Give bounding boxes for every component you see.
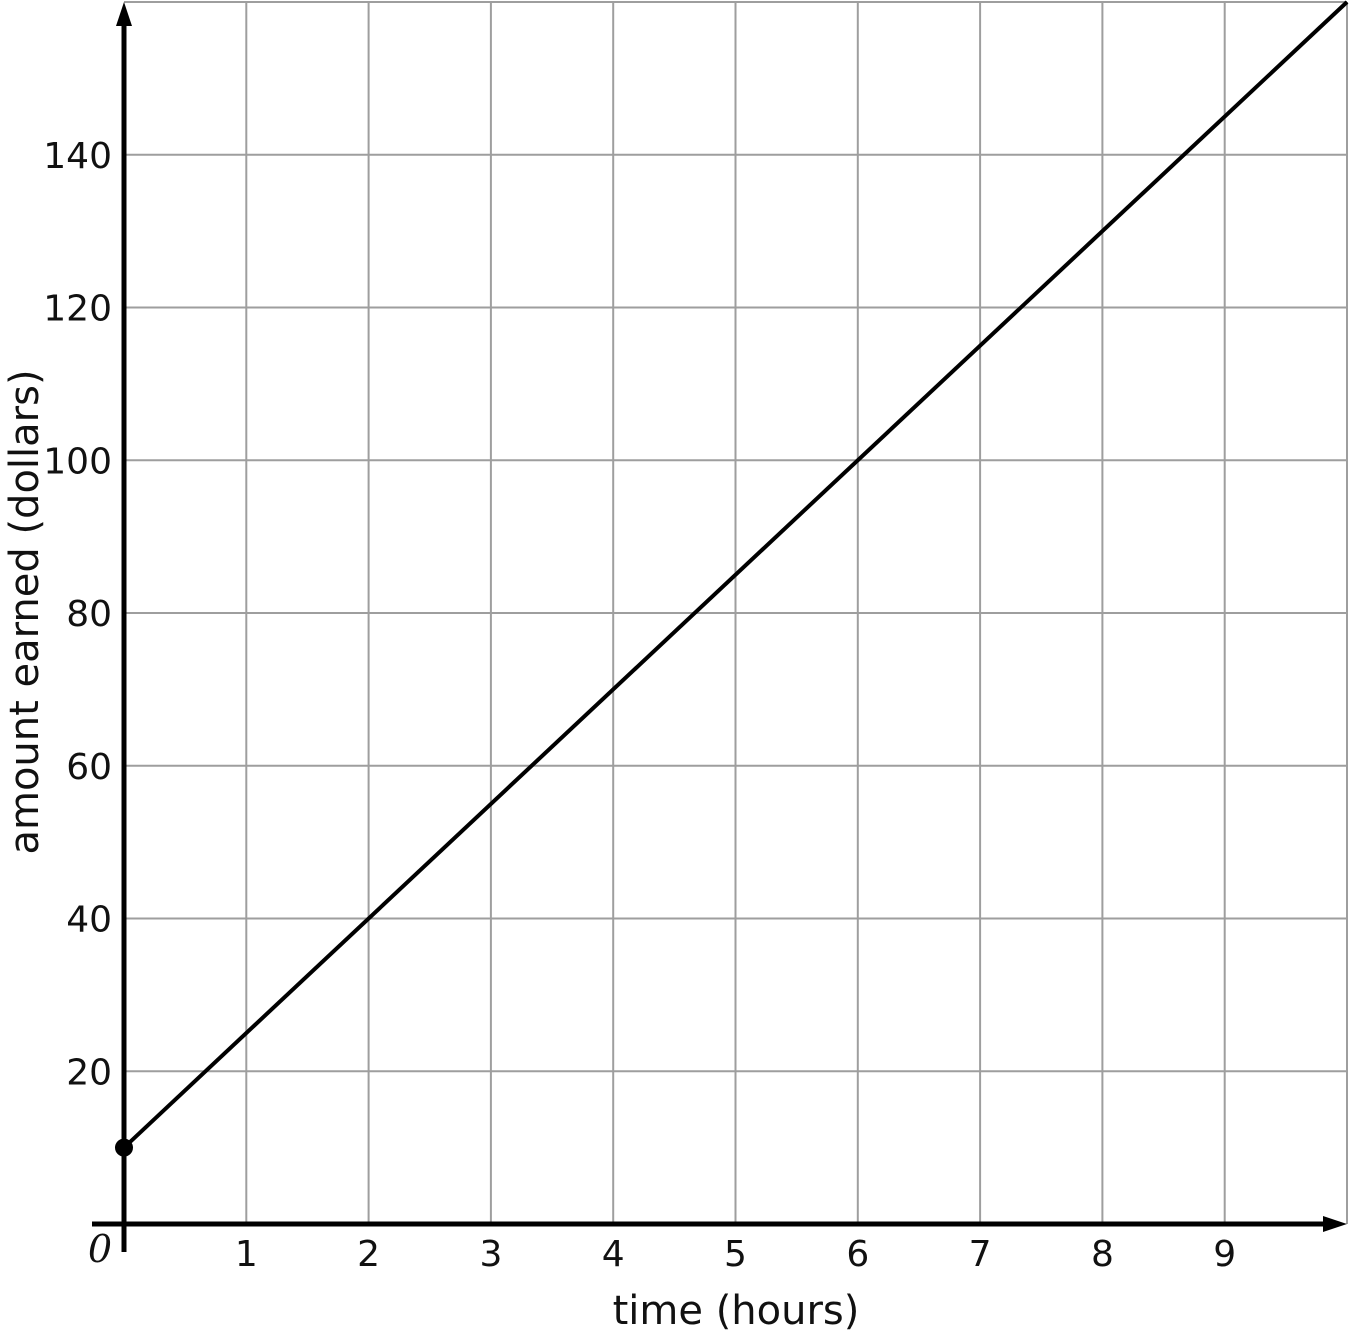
- y-tick-label: 60: [66, 747, 112, 788]
- series-line: [122, 0, 1349, 1150]
- grid: [124, 1, 1348, 1224]
- y-tick-label: 20: [66, 1052, 112, 1093]
- x-tick-label: 7: [969, 1234, 992, 1275]
- y-axis-arrow: [116, 2, 132, 26]
- y-tick-label: 40: [66, 900, 112, 941]
- series: [115, 0, 1349, 1157]
- x-tick-label: 1: [235, 1234, 258, 1275]
- start-point: [115, 1138, 133, 1157]
- x-tick-label: 6: [846, 1234, 869, 1275]
- x-tick-label: 4: [602, 1234, 625, 1275]
- x-tick-label: 5: [724, 1234, 747, 1275]
- x-axis-arrow: [1323, 1216, 1347, 1232]
- axes: [92, 2, 1347, 1252]
- y-tick-label: 140: [43, 136, 112, 177]
- x-tick-label: 9: [1213, 1234, 1236, 1275]
- y-tick-label: 100: [43, 441, 112, 482]
- x-tick-label: 2: [357, 1234, 380, 1275]
- y-tick-label: 80: [66, 594, 112, 635]
- y-axis-label: amount earned (dollars): [2, 369, 48, 854]
- tick-labels: 1 2 3 4 5 6 7 8 9 20 40 60 80 100 120 140: [43, 136, 1236, 1275]
- y-tick-label: 120: [43, 289, 112, 330]
- x-tick-label: 3: [479, 1234, 502, 1275]
- x-tick-label: 8: [1091, 1234, 1114, 1275]
- origin-label: 0: [88, 1227, 112, 1271]
- x-axis-label: time (hours): [613, 1288, 860, 1334]
